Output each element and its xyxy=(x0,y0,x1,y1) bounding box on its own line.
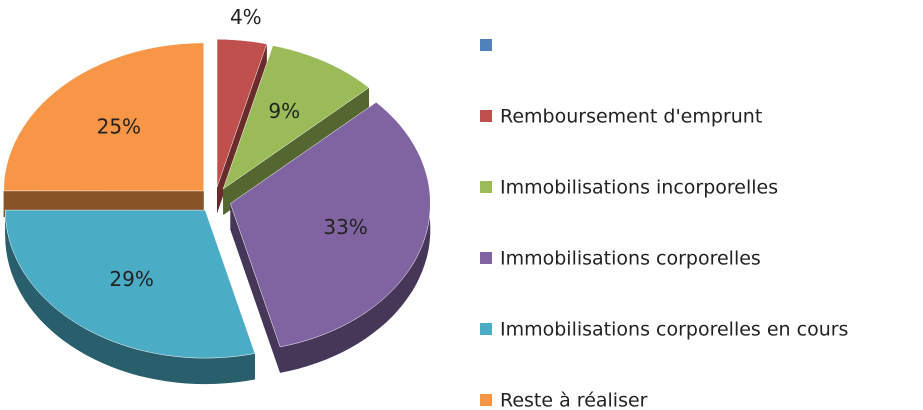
legend-label: Immobilisations incorporelles xyxy=(500,177,778,199)
data-label: 9% xyxy=(268,99,300,123)
legend-label: Remboursement d'emprunt xyxy=(500,106,762,128)
legend-swatch xyxy=(480,39,492,51)
data-label: 4% xyxy=(230,5,262,29)
data-label: 25% xyxy=(97,115,141,139)
slice xyxy=(3,42,204,192)
legend-swatch xyxy=(480,252,492,264)
legend-label: Immobilisations corporelles en cours xyxy=(500,319,848,341)
slice xyxy=(230,101,431,348)
legend-swatch xyxy=(480,394,492,406)
slice-side xyxy=(230,203,281,373)
legend-label: Reste à réaliser xyxy=(500,390,648,410)
legend-swatch xyxy=(480,110,492,122)
slice xyxy=(4,209,256,359)
legend-swatch xyxy=(480,323,492,335)
slice xyxy=(216,39,268,188)
slice xyxy=(222,45,370,190)
legend-swatch xyxy=(480,181,492,193)
slice-side xyxy=(5,210,255,380)
legend-label: Immobilisations corporelles xyxy=(500,248,761,270)
data-label: 33% xyxy=(323,215,367,239)
data-label: 29% xyxy=(109,267,153,291)
